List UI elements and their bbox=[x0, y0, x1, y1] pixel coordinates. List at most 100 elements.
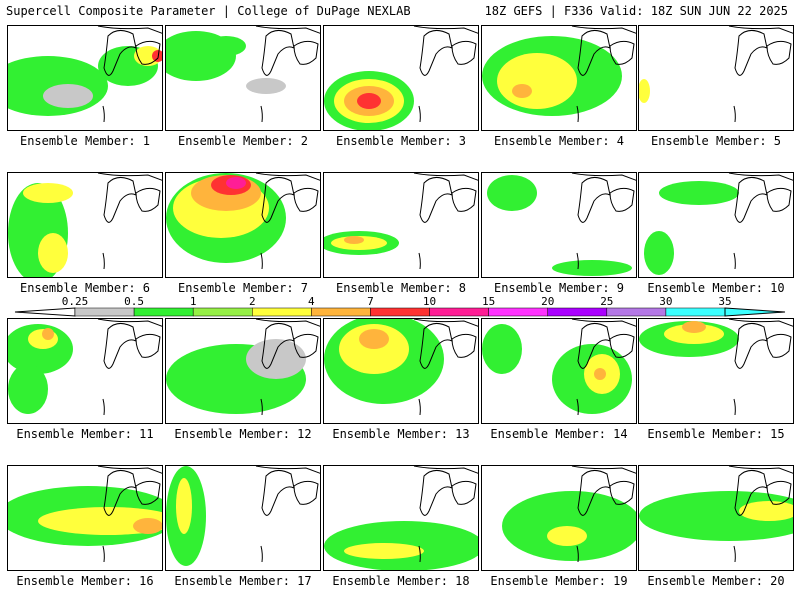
scp-contour-area bbox=[246, 78, 286, 94]
ensemble-member-caption: Ensemble Member: 3 bbox=[335, 134, 467, 148]
model-run-info: 18Z GEFS | F336 Valid: 18Z SUN JUN 22 20… bbox=[484, 4, 788, 18]
scp-contour-area bbox=[482, 324, 522, 374]
ensemble-member-caption: Ensemble Member: 12 bbox=[174, 427, 312, 441]
great-lakes-outline bbox=[413, 319, 478, 369]
ensemble-member-caption: Ensemble Member: 10 bbox=[647, 281, 785, 295]
great-lakes-outline bbox=[728, 319, 793, 369]
colorbar-segment bbox=[311, 307, 371, 317]
river-outline bbox=[102, 545, 105, 563]
great-lakes-outline bbox=[571, 319, 636, 369]
ensemble-member-caption: Ensemble Member: 15 bbox=[647, 427, 785, 441]
ensemble-member-map bbox=[638, 172, 794, 278]
colorbar-tick-label: 15 bbox=[482, 295, 496, 308]
map-title: Supercell Composite Parameter | College … bbox=[6, 4, 411, 18]
river-outline bbox=[733, 545, 736, 563]
colorbar-tick-label: 0.25 bbox=[61, 295, 89, 308]
colorbar-tick-label: 10 bbox=[422, 295, 437, 308]
scp-contour-area bbox=[359, 329, 389, 349]
river-outline bbox=[576, 252, 579, 270]
scp-contour-area bbox=[682, 321, 706, 333]
river-outline bbox=[576, 105, 579, 123]
scp-contour-area bbox=[552, 260, 632, 276]
scp-contour-area bbox=[42, 328, 54, 340]
ensemble-member-map bbox=[7, 465, 163, 571]
scp-contour-area bbox=[8, 364, 48, 414]
ensemble-member-caption: Ensemble Member: 9 bbox=[493, 281, 625, 295]
scp-contour-area bbox=[502, 491, 636, 561]
ensemble-member-map bbox=[7, 318, 163, 424]
colorbar-segment bbox=[665, 307, 726, 317]
ensemble-member-caption: Ensemble Member: 1 bbox=[19, 134, 151, 148]
river-outline bbox=[260, 545, 263, 563]
great-lakes-outline bbox=[728, 173, 793, 223]
great-lakes-outline bbox=[255, 466, 320, 516]
colorbar-tick-label: 30 bbox=[659, 295, 673, 308]
colorbar-segment bbox=[133, 307, 194, 317]
river-outline bbox=[576, 545, 579, 563]
scp-contour-area bbox=[43, 84, 93, 108]
scp-contour-area bbox=[547, 526, 587, 546]
scp-contour-area bbox=[176, 478, 192, 534]
ensemble-member-map bbox=[165, 465, 321, 571]
scp-contour-area bbox=[38, 507, 162, 535]
ensemble-member-caption: Ensemble Member: 2 bbox=[177, 134, 309, 148]
ensemble-member-caption: Ensemble Member: 20 bbox=[647, 574, 785, 588]
ensemble-member-caption: Ensemble Member: 6 bbox=[19, 281, 151, 295]
ensemble-member-map bbox=[638, 25, 794, 131]
ensemble-member-map bbox=[481, 465, 637, 571]
river-outline bbox=[733, 398, 736, 416]
scp-contour-area bbox=[487, 175, 537, 211]
river-outline bbox=[102, 105, 105, 123]
ensemble-member-caption: Ensemble Member: 18 bbox=[332, 574, 470, 588]
colorbar-tick-label: 0.5 bbox=[124, 295, 145, 308]
colorbar-tick-label: 7 bbox=[367, 295, 374, 308]
scp-contour-area bbox=[739, 501, 793, 521]
scp-contour-area bbox=[206, 36, 246, 56]
river-outline bbox=[418, 252, 421, 270]
scp-contour-area bbox=[344, 543, 424, 559]
colorbar-tick-label: 25 bbox=[600, 295, 614, 308]
scp-contour-area bbox=[644, 231, 674, 275]
river-outline bbox=[102, 252, 105, 270]
ensemble-member-map bbox=[638, 465, 794, 571]
colorbar-segment bbox=[370, 307, 430, 317]
colorbar-segment bbox=[192, 307, 253, 317]
ensemble-member-map bbox=[323, 465, 479, 571]
great-lakes-outline bbox=[255, 319, 320, 369]
colorbar-tick-label: 35 bbox=[718, 295, 732, 308]
scp-contour-area bbox=[357, 93, 381, 109]
colorbar-tick-label: 20 bbox=[541, 295, 555, 308]
ensemble-member-caption: Ensemble Member: 4 bbox=[493, 134, 625, 148]
river-outline bbox=[576, 398, 579, 416]
ensemble-member-caption: Ensemble Member: 16 bbox=[16, 574, 154, 588]
ensemble-member-map bbox=[165, 318, 321, 424]
river-outline bbox=[418, 398, 421, 416]
colorbar-tick-label: 1 bbox=[189, 295, 197, 308]
river-outline bbox=[260, 252, 263, 270]
ensemble-member-caption: Ensemble Member: 17 bbox=[174, 574, 312, 588]
great-lakes-outline bbox=[728, 26, 793, 76]
ensemble-member-caption: Ensemble Member: 8 bbox=[335, 281, 467, 295]
scp-contour-area bbox=[246, 339, 306, 379]
great-lakes-outline bbox=[571, 466, 636, 516]
colorbar-tick-label: 4 bbox=[308, 295, 315, 308]
ensemble-member-map bbox=[7, 172, 163, 278]
river-outline bbox=[418, 545, 421, 563]
scp-contour-area bbox=[226, 177, 246, 189]
ensemble-member-map bbox=[165, 25, 321, 131]
colorbar-tick-label: 2 bbox=[248, 295, 256, 308]
colorbar-segment bbox=[74, 307, 135, 317]
colorbar-segment bbox=[488, 307, 548, 317]
ensemble-member-caption: Ensemble Member: 5 bbox=[650, 134, 782, 148]
scp-contour-area bbox=[659, 181, 739, 205]
ensemble-member-map bbox=[323, 25, 479, 131]
ensemble-member-caption: Ensemble Member: 19 bbox=[490, 574, 628, 588]
great-lakes-outline bbox=[571, 173, 636, 223]
ensemble-member-map bbox=[481, 25, 637, 131]
great-lakes-outline bbox=[97, 466, 162, 516]
ensemble-member-caption: Ensemble Member: 13 bbox=[332, 427, 470, 441]
colorbar-segment bbox=[547, 307, 608, 317]
great-lakes-outline bbox=[413, 466, 478, 516]
ensemble-member-map bbox=[481, 172, 637, 278]
scp-contour-area bbox=[23, 183, 73, 203]
